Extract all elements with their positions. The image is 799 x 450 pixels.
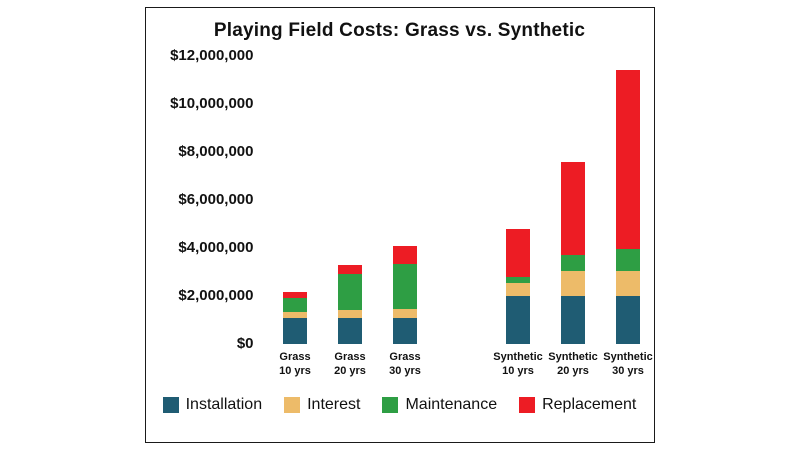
bar-segment-replacement	[393, 245, 417, 264]
stacked-bar	[393, 245, 417, 344]
bar-segment-maintenance	[616, 249, 640, 271]
legend-swatch-replacement	[519, 397, 536, 413]
bar-segment-replacement	[283, 292, 307, 299]
bar-segment-replacement	[506, 228, 530, 277]
bar-segment-interest	[506, 282, 530, 296]
x-labels-row: Grass 10 yrs Grass 20 yrs Grass 30 yrs Synthet…	[262, 350, 656, 378]
bar-segment-installation	[561, 296, 585, 344]
y-tick-label: $0	[236, 335, 254, 352]
stacked-bar	[283, 292, 307, 344]
stacked-bar	[616, 70, 640, 344]
x-axis-wrap: Grass 10 yrs Grass 20 yrs Grass 30 yrs Synthet…	[154, 344, 653, 378]
bar-segment-installation	[338, 317, 362, 344]
bar-segment-installation	[393, 317, 417, 344]
bar-slot	[491, 228, 546, 344]
legend: Installation Interest Maintenance Replaceme…	[154, 396, 646, 414]
bar-segment-installation	[506, 296, 530, 344]
y-tick-label: $8,000,000	[178, 143, 254, 160]
x-category-label: Synthetic 10 yrs	[491, 350, 546, 378]
x-category-label: Synthetic 30 yrs	[601, 350, 656, 378]
bar-segment-replacement	[561, 161, 585, 256]
x-category-line1: Grass	[389, 351, 421, 363]
y-tick-label: $2,000,000	[178, 287, 254, 304]
y-tick-label: $10,000,000	[170, 95, 254, 112]
legend-swatch-interest	[284, 397, 301, 413]
bar-slot	[378, 245, 433, 344]
bar-segment-maintenance	[338, 274, 362, 311]
chart-container: Playing Field Costs: Grass vs. Synthetic…	[144, 7, 655, 443]
x-category-line2: 20 yrs	[557, 365, 589, 377]
bar-segment-interest	[283, 311, 307, 318]
legend-swatch-maintenance	[382, 397, 399, 413]
plot-wrap: $0 $2,000,000 $4,000,000 $6,000,000 $8,000,0…	[154, 47, 646, 352]
bar-segment-interest	[561, 270, 585, 296]
bar-segment-maintenance	[506, 276, 530, 283]
bar-slot	[323, 264, 378, 344]
legend-item-replacement: Replacement	[519, 396, 636, 414]
legend-label: Interest	[307, 396, 361, 413]
bar-segment-maintenance	[283, 298, 307, 312]
stacked-bar	[338, 264, 362, 344]
x-category-label: Synthetic 20 yrs	[546, 350, 601, 378]
stacked-bar	[561, 161, 585, 344]
x-category-line2: 30 yrs	[612, 365, 644, 377]
x-category-line2: 20 yrs	[334, 365, 366, 377]
bar-segment-maintenance	[561, 255, 585, 271]
x-category-line1: Synthetic	[493, 351, 543, 363]
bar-slot	[601, 70, 656, 344]
x-category-line2: 30 yrs	[389, 365, 421, 377]
legend-label: Replacement	[542, 396, 637, 413]
bar-slot	[268, 292, 323, 344]
chart-title: Playing Field Costs: Grass vs. Synthetic	[213, 20, 586, 41]
y-tick-label: $4,000,000	[178, 239, 254, 256]
stacked-bar	[506, 228, 530, 344]
bar-segment-interest	[338, 310, 362, 318]
bar-segment-interest	[393, 309, 417, 318]
plot-area	[262, 56, 656, 344]
x-category-line1: Grass	[279, 351, 311, 363]
bar-segment-installation	[616, 296, 640, 344]
bar-segment-maintenance	[393, 263, 417, 310]
x-category-label: Grass 30 yrs	[378, 350, 433, 378]
bar-slot	[546, 161, 601, 344]
legend-item-interest: Interest	[284, 396, 360, 414]
legend-label: Installation	[185, 396, 263, 413]
bars-row	[262, 56, 656, 344]
bar-segment-replacement	[616, 70, 640, 250]
x-category-label: Grass 10 yrs	[268, 350, 323, 378]
y-axis: $0 $2,000,000 $4,000,000 $6,000,000 $8,000,0…	[154, 47, 262, 352]
legend-item-maintenance: Maintenance	[382, 396, 497, 414]
bar-segment-installation	[283, 317, 307, 344]
y-tick-label: $12,000,000	[170, 47, 254, 64]
legend-label: Maintenance	[405, 396, 498, 413]
x-category-line2: 10 yrs	[502, 365, 534, 377]
bar-segment-replacement	[338, 264, 362, 275]
x-category-line1: Synthetic	[603, 351, 653, 363]
x-category-line2: 10 yrs	[279, 365, 311, 377]
bar-segment-interest	[616, 270, 640, 296]
y-tick-label: $6,000,000	[178, 191, 254, 208]
legend-swatch-installation	[162, 397, 179, 413]
x-category-line1: Synthetic	[548, 351, 598, 363]
x-category-label: Grass 20 yrs	[323, 350, 378, 378]
legend-item-installation: Installation	[162, 396, 263, 414]
x-category-line1: Grass	[334, 351, 366, 363]
